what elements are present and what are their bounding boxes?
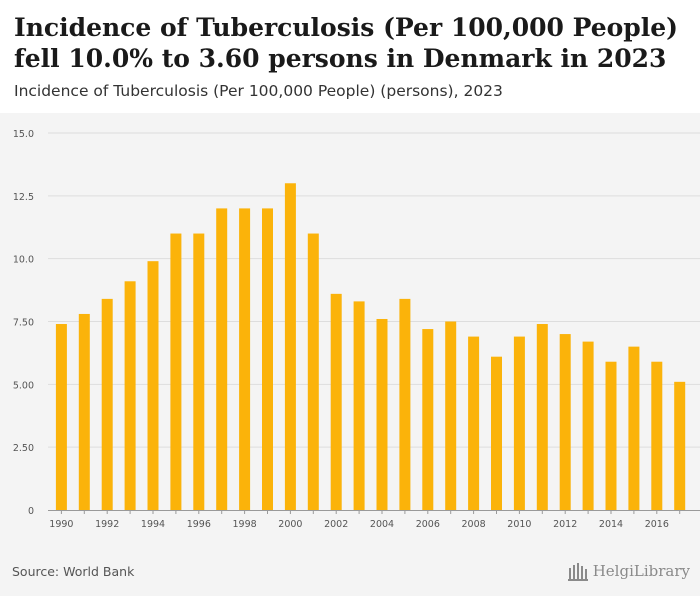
- y-axis-tick-labels: 0 2.50 5.00 7.50 10.0 12.5 15.0: [13, 129, 34, 517]
- bar-2014: [605, 361, 617, 510]
- bar-2000: [284, 183, 296, 510]
- source-note: Source: World Bank: [12, 564, 135, 579]
- y-tick-label: 5.00: [13, 380, 34, 391]
- chart-area: 0 2.50 5.00 7.50 10.0 12.5 15.0 1990 1992 1994 19…: [0, 113, 700, 550]
- bar-1992: [101, 298, 113, 510]
- bar-2015: [628, 346, 640, 510]
- helgilibrary-logo: HelgiLibrary: [567, 560, 690, 582]
- bar-1994: [147, 261, 159, 510]
- grid-lines: [48, 132, 700, 448]
- bar-1997: [216, 208, 228, 510]
- x-tick-label: 1990: [49, 519, 73, 530]
- bar-1990: [55, 324, 67, 510]
- bar-2004: [376, 318, 388, 510]
- bar-2013: [582, 341, 594, 510]
- x-tick-label: 1996: [187, 519, 211, 530]
- x-tick-label: 1992: [95, 519, 119, 530]
- bar-2009: [491, 356, 502, 510]
- bar-2011: [536, 324, 548, 510]
- bar-1996: [193, 233, 205, 510]
- bar-2005: [399, 298, 411, 510]
- bar-2010: [513, 336, 525, 510]
- y-tick-label: 0: [28, 506, 34, 517]
- x-tick-label: 2014: [599, 519, 623, 530]
- x-tick-label: 2008: [462, 519, 486, 530]
- x-tick-label: 1994: [141, 519, 165, 530]
- bar-2002: [330, 293, 342, 510]
- bar-2007: [445, 321, 457, 510]
- x-axis: [48, 510, 700, 514]
- bars: [55, 183, 686, 510]
- x-tick-label: 2002: [324, 519, 348, 530]
- x-tick-label: 2012: [553, 519, 577, 530]
- bar-1993: [124, 281, 136, 510]
- y-tick-label: 12.5: [13, 192, 34, 203]
- bar-1998: [239, 208, 251, 510]
- library-icon: [567, 563, 588, 581]
- x-tick-label: 2010: [507, 519, 531, 530]
- y-tick-label: 2.50: [13, 443, 34, 454]
- chart-footer: Source: World Bank HelgiLibrary: [0, 550, 700, 596]
- bar-2016: [651, 361, 663, 510]
- y-tick-label: 10.0: [13, 255, 34, 266]
- chart-title: Incidence of Tuberculosis (Per 100,000 P…: [14, 13, 679, 73]
- logo-text: HelgiLibrary: [592, 562, 690, 580]
- bar-2001: [307, 233, 319, 510]
- bar-1991: [78, 313, 90, 510]
- chart-subtitle: Incidence of Tuberculosis (Per 100,000 P…: [14, 82, 503, 100]
- y-tick-label: 7.50: [13, 318, 34, 329]
- chart-header: Incidence of Tuberculosis (Per 100,000 P…: [0, 0, 700, 113]
- bar-2017: [674, 381, 686, 510]
- bar-1995: [170, 233, 182, 510]
- x-tick-label: 2004: [370, 519, 394, 530]
- bar-1999: [262, 208, 273, 510]
- x-tick-label: 2006: [416, 519, 440, 530]
- bar-2006: [422, 329, 434, 510]
- x-tick-label: 2016: [645, 519, 669, 530]
- x-tick-label: 2000: [278, 519, 302, 530]
- x-tick-label: 1998: [233, 519, 257, 530]
- x-axis-tick-labels: 1990 1992 1994 1996 1998 2000 2002 2004 2006 2008…: [49, 519, 669, 530]
- y-tick-label: 15.0: [13, 129, 34, 140]
- bar-2012: [559, 334, 571, 510]
- bar-2003: [353, 301, 365, 510]
- bar-2008: [468, 336, 480, 510]
